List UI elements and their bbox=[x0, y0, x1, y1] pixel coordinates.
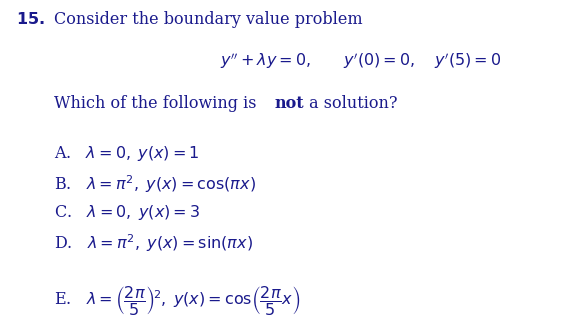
Text: A.   $\lambda = 0,\; y(x) = 1$: A. $\lambda = 0,\; y(x) = 1$ bbox=[54, 144, 200, 163]
Text: D.   $\lambda = \pi^2,\; y(x) = \sin(\pi x)$: D. $\lambda = \pi^2,\; y(x) = \sin(\pi x… bbox=[54, 232, 253, 254]
Text: B.   $\lambda = \pi^2,\; y(x) = \cos(\pi x)$: B. $\lambda = \pi^2,\; y(x) = \cos(\pi x… bbox=[54, 173, 256, 195]
Text: C.   $\lambda = 0,\; y(x) = 3$: C. $\lambda = 0,\; y(x) = 3$ bbox=[54, 203, 200, 222]
Text: Consider the boundary value problem: Consider the boundary value problem bbox=[54, 11, 363, 28]
Text: Which of the following is: Which of the following is bbox=[54, 95, 262, 112]
Text: $\mathbf{15.}$: $\mathbf{15.}$ bbox=[16, 11, 45, 28]
Text: $y'(5) = 0$: $y'(5) = 0$ bbox=[434, 51, 501, 71]
Text: E.   $\lambda = \left(\dfrac{2\pi}{5}\right)^{\!2},\; y(x) = \cos\!\left(\dfrac{: E. $\lambda = \left(\dfrac{2\pi}{5}\righ… bbox=[54, 284, 300, 318]
Text: $y'(0) = 0,$: $y'(0) = 0,$ bbox=[343, 51, 415, 71]
Text: $y'' + \lambda y = 0,$: $y'' + \lambda y = 0,$ bbox=[220, 51, 311, 71]
Text: a solution?: a solution? bbox=[304, 95, 397, 112]
Text: not: not bbox=[274, 95, 304, 112]
